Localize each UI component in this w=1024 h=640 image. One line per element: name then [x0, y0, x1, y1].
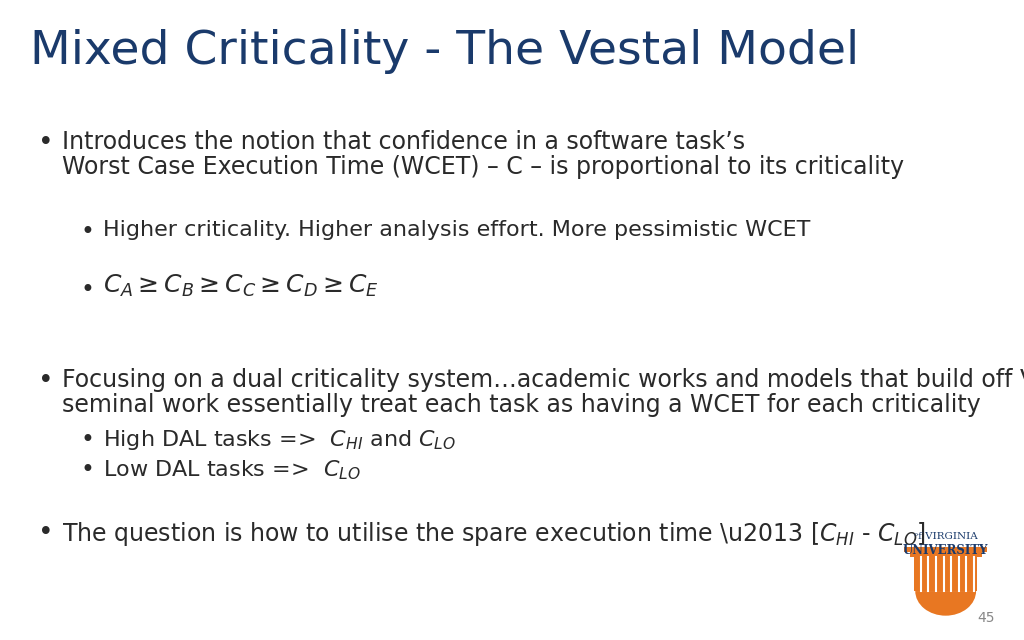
- Text: Worst Case Execution Time (WCET) – C – is proportional to its criticality: Worst Case Execution Time (WCET) – C – i…: [62, 155, 904, 179]
- Text: •: •: [38, 520, 53, 546]
- Bar: [909, 552, 982, 557]
- Text: Higher criticality. Higher analysis effort. More pessimistic WCET: Higher criticality. Higher analysis effo…: [103, 220, 810, 240]
- Text: $C_A \geq C_B \geq C_C \geq C_D \geq C_E$: $C_A \geq C_B \geq C_C \geq C_D \geq C_E…: [103, 273, 379, 299]
- Text: •: •: [80, 428, 94, 452]
- Text: Low DAL tasks =>  $C_{LO}$: Low DAL tasks => $C_{LO}$: [103, 458, 360, 481]
- Wedge shape: [915, 591, 976, 616]
- Text: 45: 45: [978, 611, 995, 625]
- Text: Mixed Criticality - The Vestal Model: Mixed Criticality - The Vestal Model: [30, 29, 859, 74]
- Bar: [913, 557, 978, 591]
- Text: Introduces the notion that confidence in a software task’s: Introduces the notion that confidence in…: [62, 130, 745, 154]
- Text: •: •: [38, 368, 53, 394]
- Text: •: •: [80, 458, 94, 482]
- Text: seminal work essentially treat each task as having a WCET for each criticality: seminal work essentially treat each task…: [62, 393, 981, 417]
- Text: •: •: [38, 130, 53, 156]
- Text: ᵒf VIRGINIA: ᵒf VIRGINIA: [913, 532, 978, 541]
- Text: •: •: [80, 278, 94, 302]
- Bar: [904, 547, 987, 552]
- Text: The question is how to utilise the spare execution time \u2013 [$C_{HI}$ - $C_{L: The question is how to utilise the spare…: [62, 520, 926, 548]
- Text: Focusing on a dual criticality system…academic works and models that build off V: Focusing on a dual criticality system…ac…: [62, 368, 1024, 392]
- Text: UNIVERSITY: UNIVERSITY: [903, 544, 988, 557]
- Text: •: •: [80, 220, 94, 244]
- Text: High DAL tasks =>  $C_{HI}$ and $C_{LO}$: High DAL tasks => $C_{HI}$ and $C_{LO}$: [103, 428, 457, 452]
